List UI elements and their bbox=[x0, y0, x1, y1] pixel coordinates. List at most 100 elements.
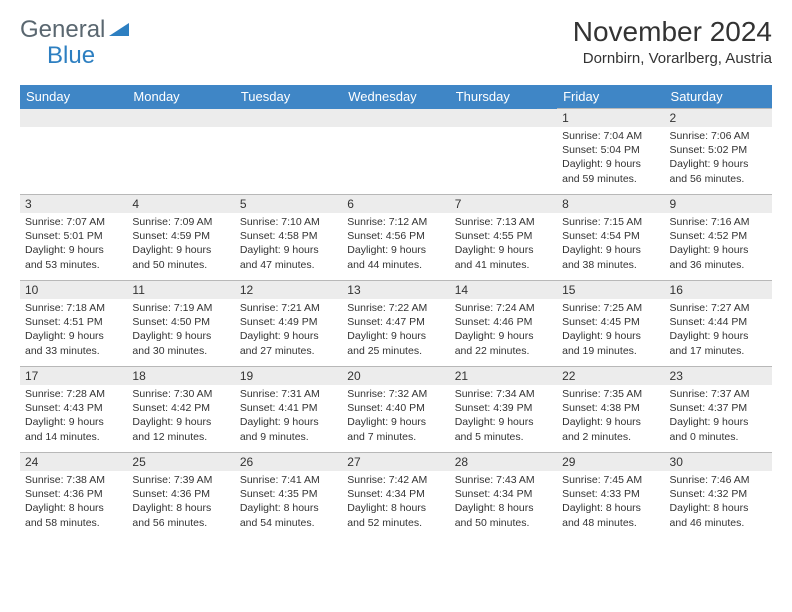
day-number: 11 bbox=[127, 281, 234, 299]
day-info: Sunrise: 7:07 AMSunset: 5:01 PMDaylight:… bbox=[20, 213, 127, 276]
day-info: Sunrise: 7:38 AMSunset: 4:36 PMDaylight:… bbox=[20, 471, 127, 534]
page-title: November 2024 bbox=[573, 16, 772, 48]
day-number: 23 bbox=[665, 367, 772, 385]
calendar-day-cell: 21Sunrise: 7:34 AMSunset: 4:39 PMDayligh… bbox=[450, 367, 557, 453]
day-info: Sunrise: 7:43 AMSunset: 4:34 PMDaylight:… bbox=[450, 471, 557, 534]
weekday-header: Wednesday bbox=[342, 85, 449, 109]
calendar-week-row: 1Sunrise: 7:04 AMSunset: 5:04 PMDaylight… bbox=[20, 109, 772, 195]
calendar-day-cell: 8Sunrise: 7:15 AMSunset: 4:54 PMDaylight… bbox=[557, 195, 664, 281]
calendar-day-cell: 19Sunrise: 7:31 AMSunset: 4:41 PMDayligh… bbox=[235, 367, 342, 453]
weekday-header: Friday bbox=[557, 85, 664, 109]
calendar-day-cell: 13Sunrise: 7:22 AMSunset: 4:47 PMDayligh… bbox=[342, 281, 449, 367]
calendar-day-cell bbox=[20, 109, 127, 195]
weekday-header: Tuesday bbox=[235, 85, 342, 109]
calendar-day-cell: 2Sunrise: 7:06 AMSunset: 5:02 PMDaylight… bbox=[665, 109, 772, 195]
weekday-header-row: SundayMondayTuesdayWednesdayThursdayFrid… bbox=[20, 85, 772, 109]
calendar-week-row: 10Sunrise: 7:18 AMSunset: 4:51 PMDayligh… bbox=[20, 281, 772, 367]
day-number: 30 bbox=[665, 453, 772, 471]
day-info: Sunrise: 7:42 AMSunset: 4:34 PMDaylight:… bbox=[342, 471, 449, 534]
day-number: 20 bbox=[342, 367, 449, 385]
day-number-empty bbox=[127, 109, 234, 127]
calendar-day-cell bbox=[235, 109, 342, 195]
calendar-day-cell: 6Sunrise: 7:12 AMSunset: 4:56 PMDaylight… bbox=[342, 195, 449, 281]
day-info: Sunrise: 7:34 AMSunset: 4:39 PMDaylight:… bbox=[450, 385, 557, 448]
calendar-day-cell: 5Sunrise: 7:10 AMSunset: 4:58 PMDaylight… bbox=[235, 195, 342, 281]
day-info: Sunrise: 7:12 AMSunset: 4:56 PMDaylight:… bbox=[342, 213, 449, 276]
day-number: 27 bbox=[342, 453, 449, 471]
day-number: 28 bbox=[450, 453, 557, 471]
day-number: 12 bbox=[235, 281, 342, 299]
day-number-empty bbox=[235, 109, 342, 127]
day-info: Sunrise: 7:32 AMSunset: 4:40 PMDaylight:… bbox=[342, 385, 449, 448]
day-number: 24 bbox=[20, 453, 127, 471]
day-info: Sunrise: 7:04 AMSunset: 5:04 PMDaylight:… bbox=[557, 127, 664, 190]
day-number: 10 bbox=[20, 281, 127, 299]
day-number: 13 bbox=[342, 281, 449, 299]
day-info: Sunrise: 7:27 AMSunset: 4:44 PMDaylight:… bbox=[665, 299, 772, 362]
day-number: 17 bbox=[20, 367, 127, 385]
day-number: 7 bbox=[450, 195, 557, 213]
day-info: Sunrise: 7:39 AMSunset: 4:36 PMDaylight:… bbox=[127, 471, 234, 534]
weekday-header: Monday bbox=[127, 85, 234, 109]
day-info: Sunrise: 7:45 AMSunset: 4:33 PMDaylight:… bbox=[557, 471, 664, 534]
calendar-day-cell: 29Sunrise: 7:45 AMSunset: 4:33 PMDayligh… bbox=[557, 453, 664, 539]
day-info: Sunrise: 7:24 AMSunset: 4:46 PMDaylight:… bbox=[450, 299, 557, 362]
day-info: Sunrise: 7:31 AMSunset: 4:41 PMDaylight:… bbox=[235, 385, 342, 448]
calendar-day-cell: 30Sunrise: 7:46 AMSunset: 4:32 PMDayligh… bbox=[665, 453, 772, 539]
day-number: 26 bbox=[235, 453, 342, 471]
day-number: 21 bbox=[450, 367, 557, 385]
day-number: 29 bbox=[557, 453, 664, 471]
day-number: 9 bbox=[665, 195, 772, 213]
day-info: Sunrise: 7:41 AMSunset: 4:35 PMDaylight:… bbox=[235, 471, 342, 534]
calendar-day-cell: 4Sunrise: 7:09 AMSunset: 4:59 PMDaylight… bbox=[127, 195, 234, 281]
calendar-day-cell: 20Sunrise: 7:32 AMSunset: 4:40 PMDayligh… bbox=[342, 367, 449, 453]
day-number-empty bbox=[450, 109, 557, 127]
calendar-day-cell: 24Sunrise: 7:38 AMSunset: 4:36 PMDayligh… bbox=[20, 453, 127, 539]
calendar-day-cell: 9Sunrise: 7:16 AMSunset: 4:52 PMDaylight… bbox=[665, 195, 772, 281]
calendar-week-row: 24Sunrise: 7:38 AMSunset: 4:36 PMDayligh… bbox=[20, 453, 772, 539]
calendar-day-cell: 17Sunrise: 7:28 AMSunset: 4:43 PMDayligh… bbox=[20, 367, 127, 453]
day-info: Sunrise: 7:10 AMSunset: 4:58 PMDaylight:… bbox=[235, 213, 342, 276]
calendar-day-cell: 3Sunrise: 7:07 AMSunset: 5:01 PMDaylight… bbox=[20, 195, 127, 281]
day-number: 3 bbox=[20, 195, 127, 213]
day-info: Sunrise: 7:21 AMSunset: 4:49 PMDaylight:… bbox=[235, 299, 342, 362]
day-number: 25 bbox=[127, 453, 234, 471]
calendar-table: SundayMondayTuesdayWednesdayThursdayFrid… bbox=[20, 85, 772, 539]
day-info: Sunrise: 7:37 AMSunset: 4:37 PMDaylight:… bbox=[665, 385, 772, 448]
day-number: 8 bbox=[557, 195, 664, 213]
day-number-empty bbox=[20, 109, 127, 127]
calendar-day-cell bbox=[342, 109, 449, 195]
day-info: Sunrise: 7:15 AMSunset: 4:54 PMDaylight:… bbox=[557, 213, 664, 276]
day-info: Sunrise: 7:19 AMSunset: 4:50 PMDaylight:… bbox=[127, 299, 234, 362]
logo-word2: Blue bbox=[47, 42, 95, 70]
day-number: 2 bbox=[665, 109, 772, 127]
day-info: Sunrise: 7:18 AMSunset: 4:51 PMDaylight:… bbox=[20, 299, 127, 362]
calendar-day-cell: 22Sunrise: 7:35 AMSunset: 4:38 PMDayligh… bbox=[557, 367, 664, 453]
title-block: November 2024 Dornbirn, Vorarlberg, Aust… bbox=[573, 16, 772, 67]
calendar-day-cell bbox=[127, 109, 234, 195]
calendar-day-cell: 28Sunrise: 7:43 AMSunset: 4:34 PMDayligh… bbox=[450, 453, 557, 539]
day-number: 16 bbox=[665, 281, 772, 299]
day-number: 15 bbox=[557, 281, 664, 299]
calendar-day-cell bbox=[450, 109, 557, 195]
header: General November 2024 Dornbirn, Vorarlbe… bbox=[20, 16, 772, 67]
logo-triangle-icon bbox=[109, 21, 131, 39]
calendar-week-row: 17Sunrise: 7:28 AMSunset: 4:43 PMDayligh… bbox=[20, 367, 772, 453]
day-info: Sunrise: 7:13 AMSunset: 4:55 PMDaylight:… bbox=[450, 213, 557, 276]
day-number: 5 bbox=[235, 195, 342, 213]
calendar-day-cell: 16Sunrise: 7:27 AMSunset: 4:44 PMDayligh… bbox=[665, 281, 772, 367]
day-number: 14 bbox=[450, 281, 557, 299]
calendar-day-cell: 26Sunrise: 7:41 AMSunset: 4:35 PMDayligh… bbox=[235, 453, 342, 539]
calendar-day-cell: 12Sunrise: 7:21 AMSunset: 4:49 PMDayligh… bbox=[235, 281, 342, 367]
day-number: 19 bbox=[235, 367, 342, 385]
day-info: Sunrise: 7:46 AMSunset: 4:32 PMDaylight:… bbox=[665, 471, 772, 534]
weekday-header: Thursday bbox=[450, 85, 557, 109]
day-info: Sunrise: 7:28 AMSunset: 4:43 PMDaylight:… bbox=[20, 385, 127, 448]
day-number: 18 bbox=[127, 367, 234, 385]
calendar-day-cell: 25Sunrise: 7:39 AMSunset: 4:36 PMDayligh… bbox=[127, 453, 234, 539]
day-number: 22 bbox=[557, 367, 664, 385]
logo: General bbox=[20, 16, 131, 44]
calendar-day-cell: 27Sunrise: 7:42 AMSunset: 4:34 PMDayligh… bbox=[342, 453, 449, 539]
day-number-empty bbox=[342, 109, 449, 127]
day-info: Sunrise: 7:30 AMSunset: 4:42 PMDaylight:… bbox=[127, 385, 234, 448]
